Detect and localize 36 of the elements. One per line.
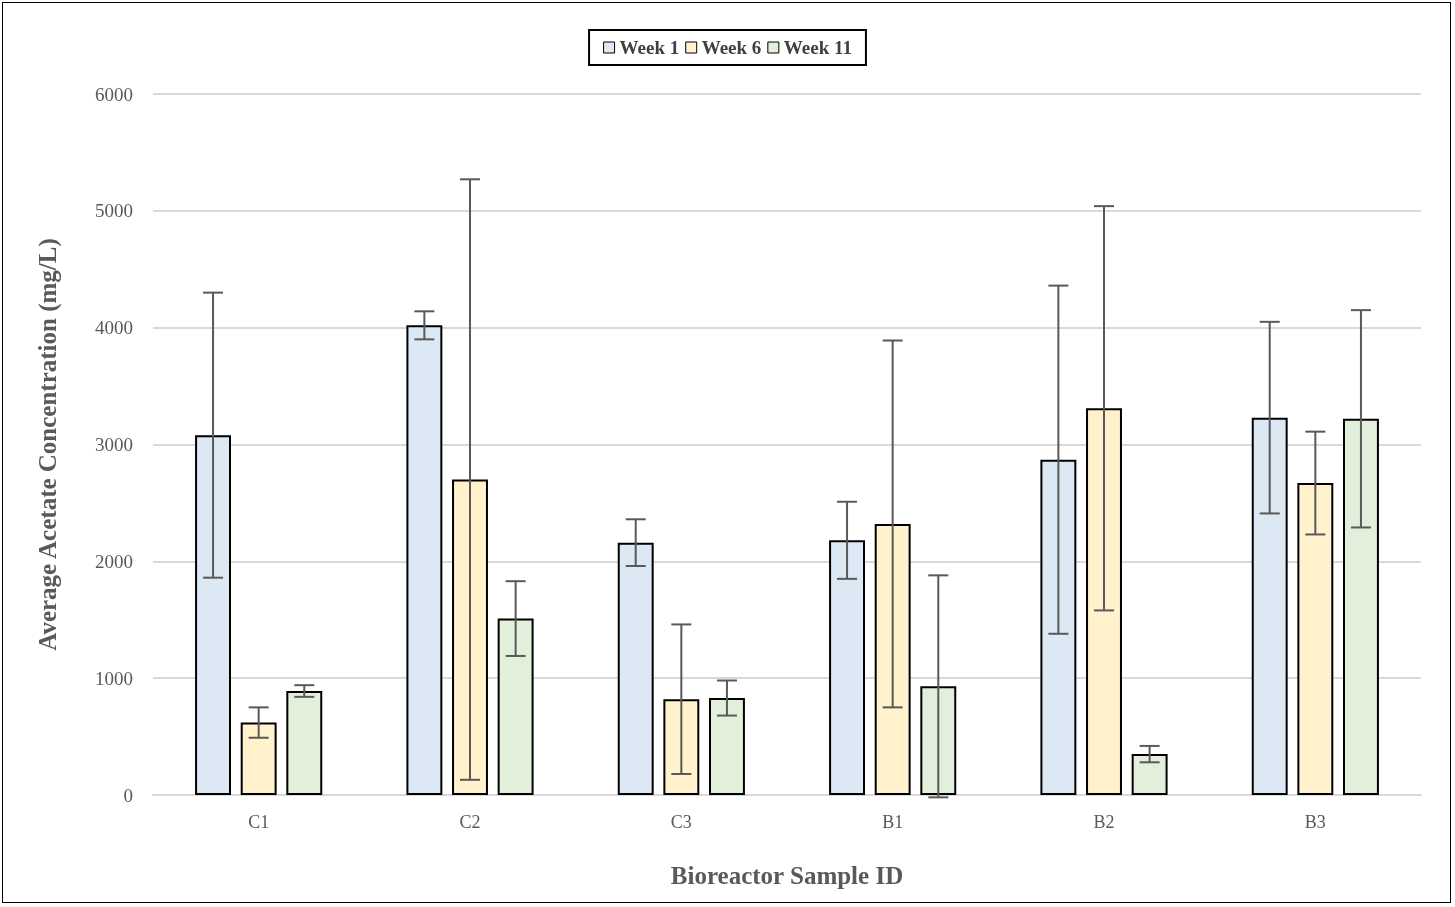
y-axis-title: Average Acetate Concentration (mg/L): [34, 238, 62, 651]
bar: [617, 542, 654, 795]
y-tick-label: 2000: [95, 550, 133, 572]
y-tick-label: 5000: [95, 200, 133, 222]
legend-label: Week 11: [783, 37, 852, 58]
y-tick-label: 1000: [95, 667, 133, 689]
bar: [1131, 754, 1168, 795]
bar: [920, 686, 957, 795]
bar: [286, 691, 323, 795]
x-tick-label: C1: [248, 812, 270, 832]
bar: [497, 618, 534, 795]
bar: [406, 325, 443, 795]
x-tick-label: B1: [882, 812, 904, 832]
bar: [452, 479, 488, 795]
bar: [1086, 408, 1122, 795]
bar: [240, 722, 277, 795]
bar: [195, 435, 231, 795]
y-tick-label: 4000: [95, 317, 133, 339]
bar: [1251, 417, 1288, 795]
bar: [874, 523, 911, 795]
bar: [1343, 418, 1379, 795]
x-axis-title: Bioreactor Sample ID: [670, 862, 904, 889]
y-tick-label: 0: [123, 784, 133, 806]
legend-label: Week 6: [701, 37, 762, 58]
y-tick-label: 3000: [95, 434, 133, 455]
bar: [663, 699, 700, 795]
bar: [1297, 483, 1334, 795]
x-tick-label: C2: [459, 812, 481, 832]
bar: [829, 540, 865, 795]
x-tick-label: C3: [670, 812, 692, 832]
x-tick-label: B2: [1093, 812, 1115, 832]
bar: [709, 698, 745, 795]
bar: [1040, 459, 1077, 795]
x-tick-label: B3: [1304, 812, 1326, 832]
y-tick-label: 6000: [95, 83, 133, 105]
legend-label: Week 1: [619, 37, 680, 58]
